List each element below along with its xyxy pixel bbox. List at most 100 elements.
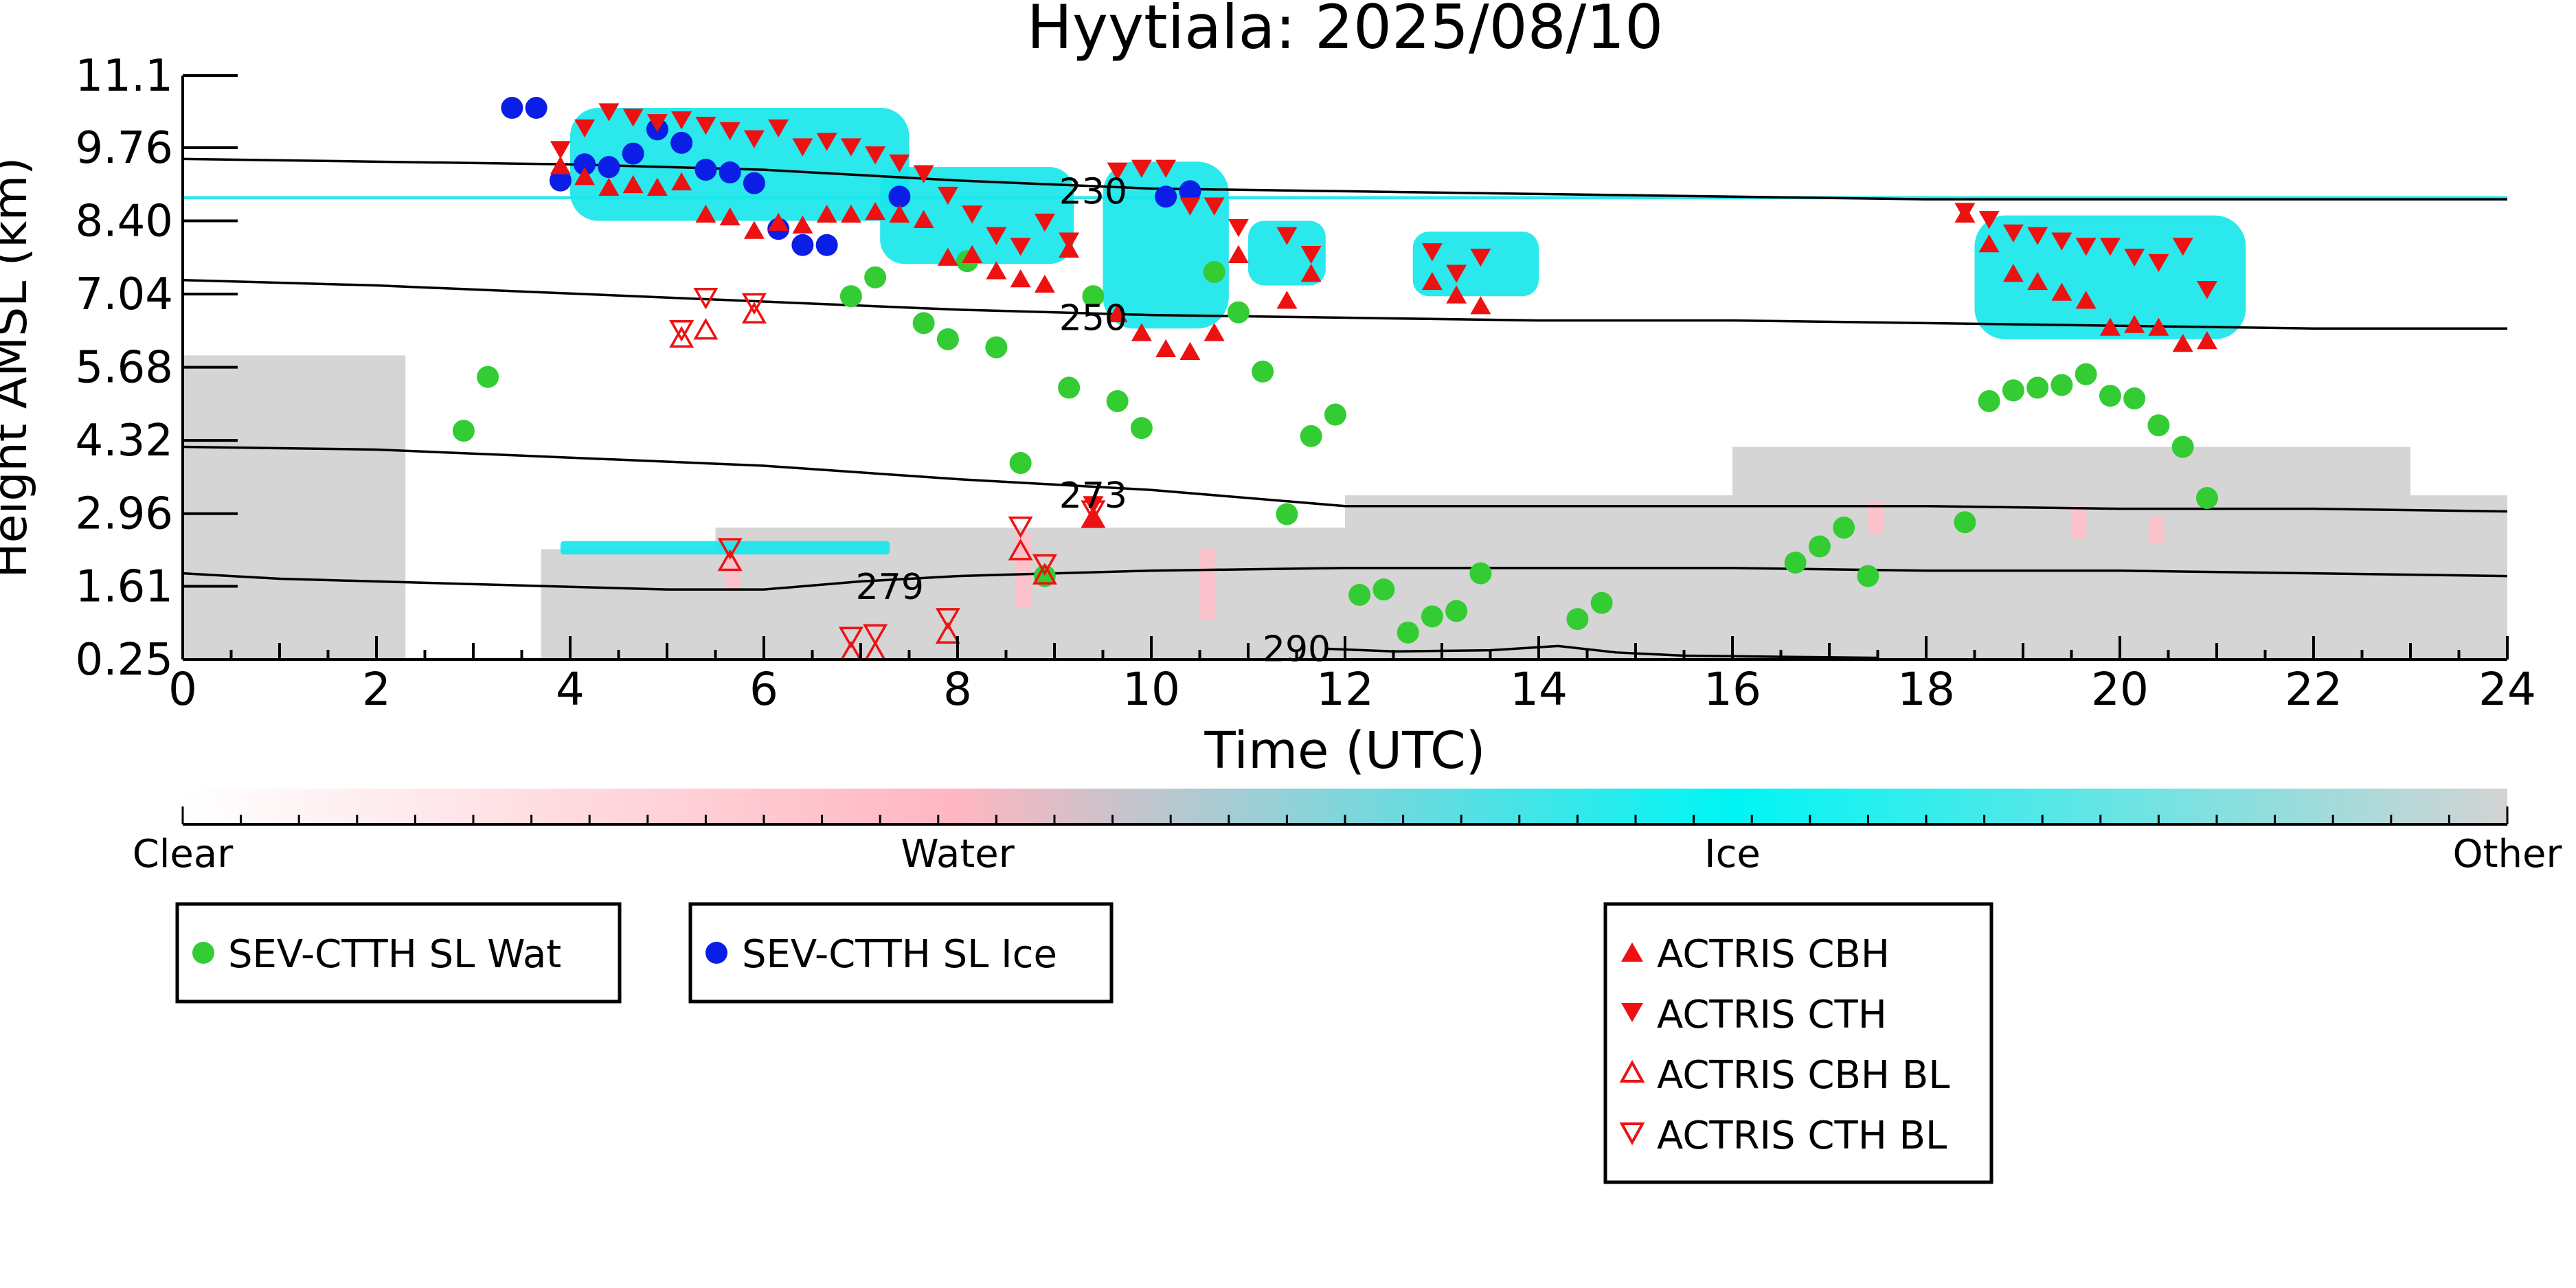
contour-250 xyxy=(183,278,2507,330)
actris-cbh-point xyxy=(865,202,886,221)
ice-region xyxy=(1103,161,1229,329)
actris-cbh-point xyxy=(1276,291,1298,309)
sev-ctth-sl-wat-point xyxy=(1106,389,1129,412)
actris-cbh-bl-point xyxy=(717,549,743,572)
sev-ctth-sl-ice-point xyxy=(1155,185,1177,208)
actris-cbh-point xyxy=(1421,271,1443,291)
sev-ctth-sl-wat-point xyxy=(1276,503,1298,526)
sev-ctth-sl-wat-point xyxy=(1421,605,1443,628)
colorbar-label-other: Other xyxy=(2452,832,2562,877)
x-tick-label: 14 xyxy=(1510,663,1568,716)
actris-cth-point xyxy=(743,130,765,148)
actris-cth-point xyxy=(1204,197,1225,216)
actris-cbh-point xyxy=(768,212,789,231)
actris-cbh-point xyxy=(574,167,596,185)
actris-cth-point xyxy=(913,165,934,183)
other-region xyxy=(183,355,406,659)
sev-ctth-sl-wat-point xyxy=(1058,376,1081,399)
actris-cbh-point xyxy=(1131,323,1152,341)
ice-region xyxy=(570,108,909,221)
actris-cbh-point xyxy=(2051,282,2072,301)
actris-cbh-point xyxy=(598,177,620,196)
sev-ctth-sl-ice-point xyxy=(622,142,644,165)
sev-ctth-sl-wat-point xyxy=(1857,565,1879,587)
actris-cbh-bl-point xyxy=(935,622,960,644)
actris-cbh-bl-point xyxy=(1008,539,1033,561)
contour-label-230: 230 xyxy=(1059,171,1127,212)
actris-cbh-point xyxy=(2027,271,2048,291)
actris-cbh-point xyxy=(986,261,1007,280)
x-tick-label: 16 xyxy=(1704,663,1761,716)
x-tick-label: 0 xyxy=(168,663,197,716)
legend-marker-wat xyxy=(192,942,214,964)
sev-ctth-sl-ice-point xyxy=(791,234,814,256)
sev-ctth-sl-ice-point xyxy=(719,161,741,184)
water-streak xyxy=(2071,506,2087,539)
actris-cbh-point xyxy=(840,204,861,223)
sev-ctth-sl-wat-point xyxy=(1348,583,1371,606)
actris-cbh-point xyxy=(1300,264,1322,282)
actris-cth-point xyxy=(1107,162,1128,181)
actris-cth-bl-point xyxy=(741,293,767,315)
actris-cbh-point xyxy=(792,215,813,234)
sev-ctth-sl-wat-point xyxy=(1082,285,1105,308)
actris-cth-point xyxy=(1421,243,1443,262)
actris-cbh-point xyxy=(2075,291,2097,309)
actris-cth-bl-point xyxy=(717,538,743,560)
contour-230 xyxy=(183,157,2507,201)
actris-cth-point xyxy=(986,227,1007,245)
actris-cbh-bl-point xyxy=(1032,563,1057,585)
sev-ctth-sl-wat-point xyxy=(1372,578,1395,601)
sev-ctth-sl-wat-point xyxy=(839,285,862,308)
actris-cbh-point xyxy=(1470,296,1491,315)
y-tick-label: 7.04 xyxy=(76,269,174,320)
sev-ctth-sl-wat-point xyxy=(1566,608,1589,631)
sev-ctth-sl-wat-point xyxy=(477,365,499,388)
colorbar-ticks xyxy=(181,806,2509,824)
sev-ctth-sl-ice-point xyxy=(1179,180,1201,203)
water-streak xyxy=(1199,549,1215,620)
contour-label-290: 290 xyxy=(1263,629,1331,670)
actris-cth-point xyxy=(2124,248,2145,267)
y-tick-label: 2.96 xyxy=(76,489,174,540)
actris-cth-point xyxy=(1276,227,1298,245)
actris-cth-point xyxy=(937,186,958,205)
actris-cth-point xyxy=(2148,253,2169,273)
sev-ctth-sl-ice-point xyxy=(815,234,838,256)
sev-ctth-sl-wat-point xyxy=(1252,360,1274,383)
actris-cth-bl-point xyxy=(669,319,694,342)
legend-marker-cth xyxy=(1621,1003,1643,1022)
contour-273 xyxy=(183,445,2507,513)
actris-cth-point xyxy=(671,111,692,130)
other-region xyxy=(1345,495,2507,659)
actris-cbh-point xyxy=(695,204,716,223)
colorbar-label-ice: Ice xyxy=(1704,832,1761,877)
actris-cbh-point xyxy=(2196,331,2217,350)
contour-label-279: 279 xyxy=(856,567,924,608)
colorbar: Clear Water Ice Other xyxy=(133,789,2562,877)
actris-cbh-point xyxy=(2124,315,2145,333)
actris-cth-point xyxy=(622,109,644,127)
x-tick-label: 8 xyxy=(943,663,972,716)
actris-cbh-point xyxy=(1204,323,1225,341)
sev-ctth-sl-ice-point xyxy=(888,185,911,208)
sev-ctth-sl-ice-point xyxy=(525,97,547,120)
sev-ctth-sl-wat-point xyxy=(1203,260,1225,283)
x-tick-label: 22 xyxy=(2285,663,2342,716)
actris-cbh-point xyxy=(2099,317,2121,336)
chart-title: Hyytiala: 2025/08/10 xyxy=(1027,0,1663,63)
sev-ctth-sl-wat-point xyxy=(1784,551,1807,574)
actris-cbh-point xyxy=(1010,269,1031,288)
actris-cbh-point xyxy=(2148,317,2169,336)
actris-cth-point xyxy=(865,146,886,165)
water-streak xyxy=(2149,517,2165,544)
actris-cth-point xyxy=(2002,224,2024,242)
actris-cbh-point xyxy=(937,247,958,266)
actris-cbh-point xyxy=(816,204,837,223)
legend-label-cth-bl: ACTRIS CTH BL xyxy=(1657,1114,1947,1158)
actris-cbh-bl-point xyxy=(693,317,719,340)
axes: 0 2 4 6 8 10 12 14 16 18 20 22 24 0.251.612.964.325.… xyxy=(76,51,2536,716)
x-tick-label: 10 xyxy=(1122,663,1180,716)
contour-label-273: 273 xyxy=(1059,475,1127,517)
